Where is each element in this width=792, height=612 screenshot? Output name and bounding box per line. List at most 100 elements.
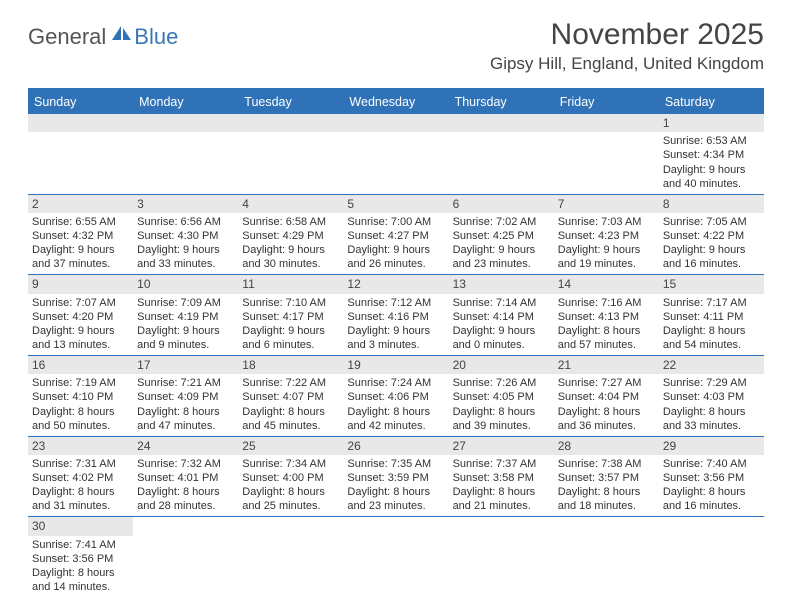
sunset-line: Sunset: 3:58 PM (453, 471, 550, 485)
daylight-line-2: and 9 minutes. (137, 338, 234, 352)
daylight-line-1: Daylight: 8 hours (347, 485, 444, 499)
sunrise-line: Sunrise: 7:21 AM (137, 376, 234, 390)
day-number: 16 (28, 356, 133, 374)
day-header: Monday (133, 90, 238, 114)
calendar-week: 1Sunrise: 6:53 AMSunset: 4:34 PMDaylight… (28, 114, 764, 195)
sunset-line: Sunset: 4:04 PM (558, 390, 655, 404)
day-number: 28 (554, 437, 659, 455)
calendar-cell: 2Sunrise: 6:55 AMSunset: 4:32 PMDaylight… (28, 195, 133, 275)
daylight-line-2: and 37 minutes. (32, 257, 129, 271)
daylight-line-2: and 16 minutes. (663, 499, 760, 513)
daylight-line-2: and 16 minutes. (663, 257, 760, 271)
sunrise-line: Sunrise: 7:07 AM (32, 296, 129, 310)
sunset-line: Sunset: 4:20 PM (32, 310, 129, 324)
calendar-cell (343, 114, 448, 194)
month-title: November 2025 (490, 18, 764, 52)
daylight-line-1: Daylight: 9 hours (242, 324, 339, 338)
sunset-line: Sunset: 4:29 PM (242, 229, 339, 243)
day-number: 5 (343, 195, 448, 213)
daylight-line-2: and 18 minutes. (558, 499, 655, 513)
calendar-cell: 7Sunrise: 7:03 AMSunset: 4:23 PMDaylight… (554, 195, 659, 275)
daylight-line-1: Daylight: 8 hours (32, 485, 129, 499)
calendar-cell: 24Sunrise: 7:32 AMSunset: 4:01 PMDayligh… (133, 437, 238, 517)
sunset-line: Sunset: 4:17 PM (242, 310, 339, 324)
calendar-cell: 15Sunrise: 7:17 AMSunset: 4:11 PMDayligh… (659, 275, 764, 355)
calendar-cell (449, 517, 554, 597)
calendar-cell (133, 114, 238, 194)
sunrise-line: Sunrise: 7:32 AM (137, 457, 234, 471)
sunrise-line: Sunrise: 7:35 AM (347, 457, 444, 471)
daylight-line-2: and 36 minutes. (558, 419, 655, 433)
daylight-line-1: Daylight: 8 hours (663, 485, 760, 499)
day-header: Saturday (659, 90, 764, 114)
daylight-line-1: Daylight: 9 hours (453, 243, 550, 257)
day-number: 29 (659, 437, 764, 455)
day-number: 9 (28, 275, 133, 293)
calendar-week: 2Sunrise: 6:55 AMSunset: 4:32 PMDaylight… (28, 195, 764, 276)
sunset-line: Sunset: 4:34 PM (663, 148, 760, 162)
daylight-line-1: Daylight: 9 hours (558, 243, 655, 257)
empty-day-bar (554, 114, 659, 132)
sunset-line: Sunset: 4:06 PM (347, 390, 444, 404)
calendar-cell: 23Sunrise: 7:31 AMSunset: 4:02 PMDayligh… (28, 437, 133, 517)
daylight-line-1: Daylight: 9 hours (137, 324, 234, 338)
sunrise-line: Sunrise: 7:10 AM (242, 296, 339, 310)
calendar-week: 30Sunrise: 7:41 AMSunset: 3:56 PMDayligh… (28, 517, 764, 597)
daylight-line-1: Daylight: 8 hours (242, 485, 339, 499)
day-number: 14 (554, 275, 659, 293)
sunset-line: Sunset: 3:56 PM (663, 471, 760, 485)
sunset-line: Sunset: 4:03 PM (663, 390, 760, 404)
calendar-cell: 11 Sunrise: 7:10 AMSunset: 4:17 PMDayligh… (238, 275, 343, 355)
sunrise-line: Sunrise: 6:55 AM (32, 215, 129, 229)
sunset-line: Sunset: 4:27 PM (347, 229, 444, 243)
daylight-line-2: and 31 minutes. (32, 499, 129, 513)
empty-day-bar (133, 114, 238, 132)
day-number: 3 (133, 195, 238, 213)
empty-day-bar (238, 114, 343, 132)
sunrise-line: Sunrise: 7:17 AM (663, 296, 760, 310)
day-number: 23 (28, 437, 133, 455)
calendar-cell: 21Sunrise: 7:27 AMSunset: 4:04 PMDayligh… (554, 356, 659, 436)
daylight-line-2: and 3 minutes. (347, 338, 444, 352)
calendar-cell: 28Sunrise: 7:38 AMSunset: 3:57 PMDayligh… (554, 437, 659, 517)
day-number: 11 (238, 275, 343, 293)
calendar-cell: 19Sunrise: 7:24 AMSunset: 4:06 PMDayligh… (343, 356, 448, 436)
day-number: 1 (659, 114, 764, 132)
daylight-line-2: and 21 minutes. (453, 499, 550, 513)
daylight-line-1: Daylight: 8 hours (558, 485, 655, 499)
day-header: Wednesday (343, 90, 448, 114)
daylight-line-2: and 57 minutes. (558, 338, 655, 352)
daylight-line-1: Daylight: 8 hours (453, 485, 550, 499)
day-number: 26 (343, 437, 448, 455)
calendar-week: 16Sunrise: 7:19 AMSunset: 4:10 PMDayligh… (28, 356, 764, 437)
sunset-line: Sunset: 4:22 PM (663, 229, 760, 243)
empty-day-bar (343, 114, 448, 132)
sunset-line: Sunset: 4:11 PM (663, 310, 760, 324)
sunrise-line: Sunrise: 6:58 AM (242, 215, 339, 229)
sunset-line: Sunset: 4:30 PM (137, 229, 234, 243)
daylight-line-1: Daylight: 9 hours (663, 243, 760, 257)
sunset-line: Sunset: 3:56 PM (32, 552, 129, 566)
day-header: Sunday (28, 90, 133, 114)
daylight-line-2: and 6 minutes. (242, 338, 339, 352)
calendar-week: 23Sunrise: 7:31 AMSunset: 4:02 PMDayligh… (28, 437, 764, 518)
sunset-line: Sunset: 4:19 PM (137, 310, 234, 324)
calendar-cell: 12Sunrise: 7:12 AMSunset: 4:16 PMDayligh… (343, 275, 448, 355)
daylight-line-2: and 26 minutes. (347, 257, 444, 271)
sail-icon (111, 25, 133, 48)
brand-part2: Blue (134, 24, 178, 50)
sunset-line: Sunset: 4:32 PM (32, 229, 129, 243)
calendar-cell (238, 517, 343, 597)
day-number: 25 (238, 437, 343, 455)
sunrise-line: Sunrise: 7:12 AM (347, 296, 444, 310)
daylight-line-1: Daylight: 8 hours (137, 485, 234, 499)
daylight-line-1: Daylight: 9 hours (32, 243, 129, 257)
daylight-line-2: and 54 minutes. (663, 338, 760, 352)
empty-day-bar (449, 114, 554, 132)
daylight-line-1: Daylight: 8 hours (558, 324, 655, 338)
sunset-line: Sunset: 4:07 PM (242, 390, 339, 404)
daylight-line-2: and 40 minutes. (663, 177, 760, 191)
sunset-line: Sunset: 3:57 PM (558, 471, 655, 485)
daylight-line-2: and 33 minutes. (137, 257, 234, 271)
sunset-line: Sunset: 4:00 PM (242, 471, 339, 485)
